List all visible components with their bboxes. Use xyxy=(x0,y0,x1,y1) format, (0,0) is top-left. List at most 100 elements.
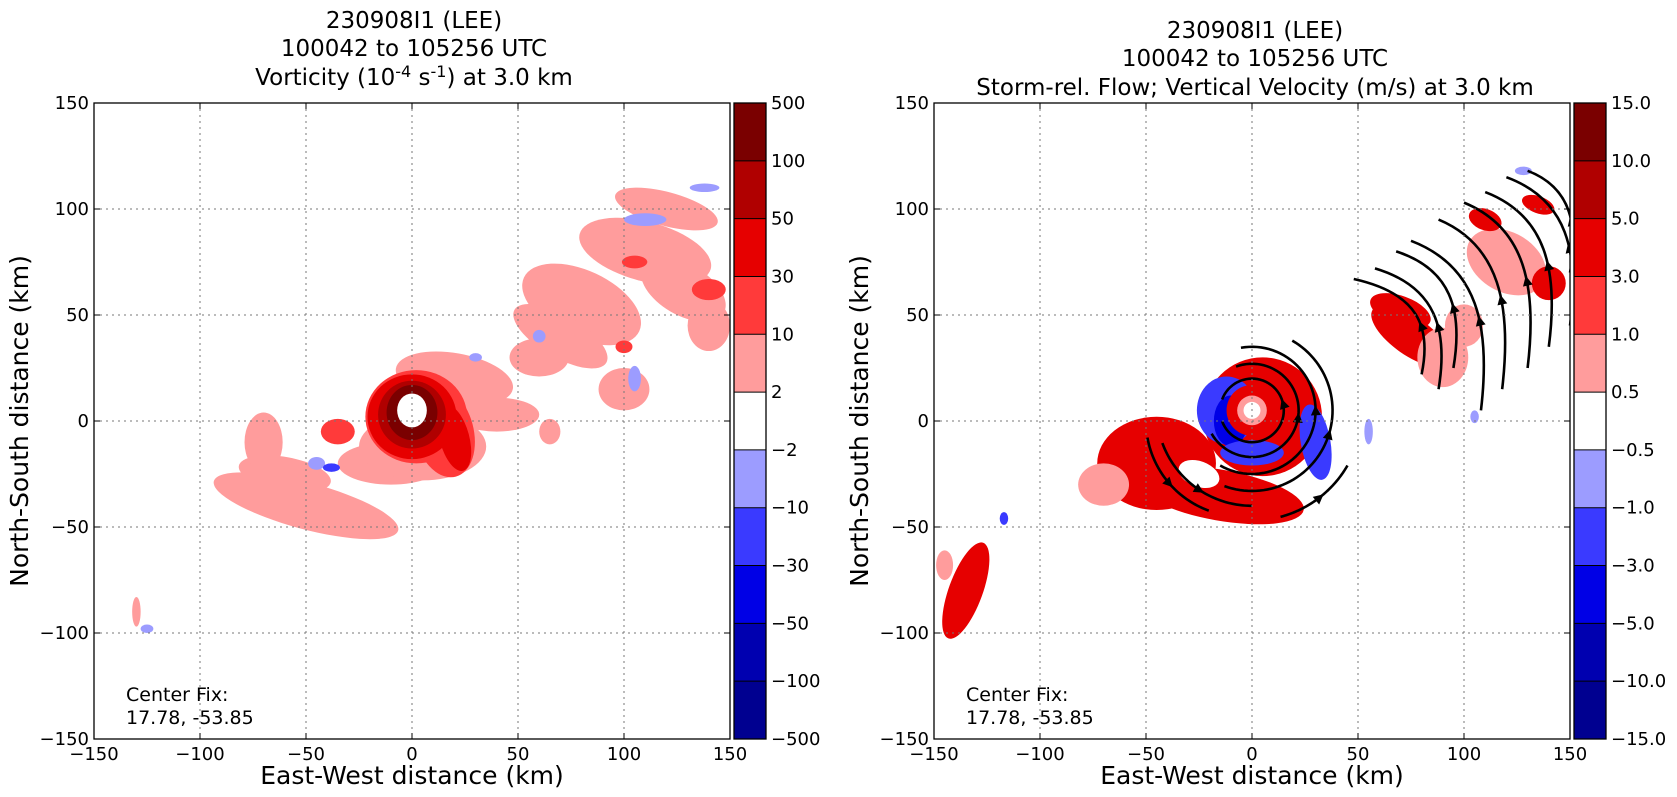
field-region xyxy=(140,624,154,633)
velocity-title-line3: Storm-rel. Flow; Vertical Velocity (m/s)… xyxy=(976,75,1534,101)
y-tick-label: −150 xyxy=(40,729,89,750)
streamline-arrow xyxy=(1418,321,1428,333)
x-tick-label: 0 xyxy=(406,744,417,765)
streamline-arrow xyxy=(1322,429,1333,441)
colorbar-swatch xyxy=(1574,392,1606,451)
vorticity-title-line3: Vorticity (10-4 s-1) at 3.0 km xyxy=(255,62,573,91)
colorbar-tick-label: 500 xyxy=(771,93,805,114)
field-region xyxy=(244,412,283,472)
y-tick-label: 150 xyxy=(895,93,929,114)
y-tick-label: −100 xyxy=(880,623,929,644)
streamline-arrow xyxy=(1544,260,1555,272)
x-tick-label: 150 xyxy=(1553,744,1587,765)
streamline-arrow xyxy=(1434,321,1445,333)
x-tick-label: 50 xyxy=(1347,744,1370,765)
field-region xyxy=(624,213,667,226)
streamline-arrow xyxy=(1475,315,1486,327)
field-region xyxy=(454,397,540,432)
colorbar-swatch xyxy=(1574,623,1606,682)
colorbar-tick-label: 10 xyxy=(771,324,794,345)
colorbar-tick-label: 15.0 xyxy=(1611,93,1651,114)
y-tick-label: 100 xyxy=(895,199,929,220)
velocity-x-axis-label: East-West distance (km) xyxy=(1100,761,1404,790)
colorbar-tick-label: 30 xyxy=(771,266,794,287)
vorticity-y-axis-label: North-South distance (km) xyxy=(5,255,34,587)
colorbar-swatch xyxy=(734,276,766,335)
colorbar-frame xyxy=(1573,102,1607,740)
y-tick-label: 150 xyxy=(55,93,89,114)
streamline xyxy=(1505,175,1570,326)
vorticity-title-line2: 100042 to 105256 UTC xyxy=(281,36,547,62)
y-tick-label: −100 xyxy=(40,623,89,644)
colorbar-tick-label: −5.0 xyxy=(1611,613,1655,634)
field-region xyxy=(936,550,954,580)
y-tick-label: −150 xyxy=(880,729,929,750)
streamline xyxy=(1527,169,1570,273)
colorbar-swatch xyxy=(1574,160,1606,220)
field-region xyxy=(320,418,355,445)
vorticity-colorbar: 500 100 50 30 10 2 −2 −10 −30 −50 −100 −500 xyxy=(733,93,820,750)
y-tick-label: 0 xyxy=(918,411,929,432)
colorbar-swatch xyxy=(1574,334,1606,393)
colorbar-tick-label: −10.0 xyxy=(1611,671,1666,692)
streamline-arrow xyxy=(1292,412,1303,423)
field-region xyxy=(532,329,546,343)
colorbar-swatch xyxy=(734,565,766,624)
vorticity-field xyxy=(132,183,730,633)
vorticity-ticks: −150 −100 −50 0 50 100 150 −150 −100 −50 0 50 100 150 xyxy=(40,93,748,765)
x-tick-label: 100 xyxy=(1447,744,1481,765)
colorbar-swatch xyxy=(734,160,766,220)
colorbar-tick-label: −500 xyxy=(771,729,820,750)
field-region xyxy=(132,596,141,627)
velocity-title-line1: 230908I1 (LEE) xyxy=(1167,18,1343,44)
vertical-velocity-panel: 230908I1 (LEE) 100042 to 105256 UTC Stor… xyxy=(845,18,1666,790)
x-tick-label: −50 xyxy=(287,744,325,765)
velocity-y-axis-label: North-South distance (km) xyxy=(845,255,874,587)
colorbar-tick-label: −2 xyxy=(771,440,798,461)
streamline xyxy=(1463,201,1532,369)
vorticity-panel: 230908I1 (LEE) 100042 to 105256 UTC Vort… xyxy=(5,8,820,790)
velocity-center-fix-value: 17.78, -53.85 xyxy=(966,707,1094,729)
colorbar-swatch xyxy=(734,103,766,162)
field-region xyxy=(469,353,482,362)
vorticity-title-line1: 230908I1 (LEE) xyxy=(326,8,502,34)
field-region xyxy=(1522,194,1555,215)
y-tick-label: 100 xyxy=(55,199,89,220)
colorbar-tick-label: 100 xyxy=(771,151,805,172)
colorbar-swatch xyxy=(1574,218,1606,277)
field-region xyxy=(322,463,340,472)
streamline-arrow xyxy=(1497,294,1508,306)
x-tick-label: 0 xyxy=(1246,744,1257,765)
field-region xyxy=(628,365,641,392)
streamline xyxy=(1210,362,1300,459)
colorbar-tick-label: 50 xyxy=(771,209,794,230)
colorbar-tick-label: 1.0 xyxy=(1611,324,1640,345)
colorbar-tick-label: −100 xyxy=(771,671,820,692)
y-tick-label: 50 xyxy=(66,305,89,326)
y-tick-label: 0 xyxy=(78,411,89,432)
field-region xyxy=(1078,463,1130,506)
colorbar-tick-label: −30 xyxy=(771,556,809,577)
colorbar-tick-label: 2 xyxy=(771,382,782,403)
field-region xyxy=(513,303,608,369)
velocity-field xyxy=(936,166,1566,639)
colorbar-swatch xyxy=(1574,103,1606,162)
colorbar-swatch xyxy=(734,507,766,567)
colorbar-swatch xyxy=(1574,565,1606,624)
field-region xyxy=(308,457,326,470)
field-region xyxy=(691,278,726,301)
colorbar-swatch xyxy=(734,392,766,451)
colorbar-tick-label: −0.5 xyxy=(1611,440,1655,461)
colorbar-swatch xyxy=(1574,449,1606,509)
vorticity-x-axis-label: East-West distance (km) xyxy=(260,761,564,790)
field-region xyxy=(615,340,633,354)
colorbar-frame xyxy=(733,102,767,740)
x-tick-label: 100 xyxy=(607,744,641,765)
field-region xyxy=(539,418,561,445)
x-tick-label: 50 xyxy=(507,744,530,765)
colorbar-swatch xyxy=(1574,507,1606,567)
colorbar-tick-label: 5.0 xyxy=(1611,209,1640,230)
field-region xyxy=(437,404,472,471)
storm-relative-streamlines xyxy=(1146,169,1570,519)
y-tick-label: 50 xyxy=(906,305,929,326)
